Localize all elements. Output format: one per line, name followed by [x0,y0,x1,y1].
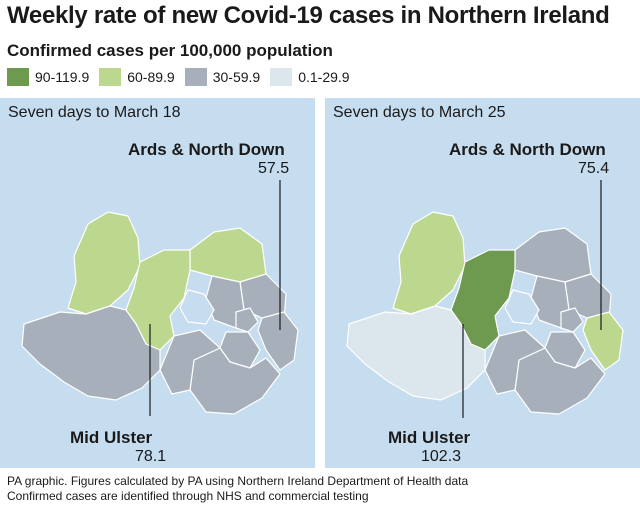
region-ards-north-down [257,311,299,371]
chart-subtitle: Confirmed cases per 100,000 population [7,41,333,60]
panel-title: Seven days to March 25 [333,104,506,121]
legend-item: 90-119.9 [7,68,89,86]
region-fermanagh-omagh [21,305,161,401]
legend-item: 60-89.9 [99,68,175,86]
callout-mid-ulster: Mid Ulster [388,428,471,447]
callout-mid-ulster: Mid Ulster [70,428,153,447]
footer-note: Confirmed cases are identified through N… [7,489,369,503]
region-armagh-banbridge-craigavon [484,329,546,395]
panel-title: Seven days to March 18 [8,104,181,121]
legend-item: 0.1-29.9 [270,68,350,86]
legend-label: 60-89.9 [127,69,175,85]
region-derry-strabane [67,211,141,315]
footer-source: PA graphic. Figures calculated by PA usi… [7,474,469,488]
legend-label: 30-59.9 [212,69,261,85]
legend-swatch [184,68,207,86]
map-northern-ireland-march-18 [21,180,299,416]
map-panel-march-18: Seven days to March 18 Ards & North Down… [0,98,315,468]
callout-ards-north-down-value: 75.4 [578,160,610,177]
callout-ards-north-down-value: 57.5 [258,160,290,177]
legend: 90-119.9 60-89.9 30-59.9 0.1-29.9 [7,67,360,87]
callout-ards-north-down: Ards & North Down [128,140,285,159]
region-armagh-banbridge-craigavon [159,329,221,395]
legend-swatch [270,68,293,86]
callout-mid-ulster-value: 78.1 [135,448,167,465]
region-belfast [235,307,259,333]
legend-item: 30-59.9 [184,68,261,86]
region-causeway-coast-glens [514,227,592,283]
map-panel-march-25: Seven days to March 25 Ards & North Down… [325,98,640,468]
legend-label: 0.1-29.9 [298,69,350,85]
region-newry-mourne-down [514,347,606,415]
region-fermanagh-omagh [346,305,486,401]
legend-swatch [7,68,29,86]
region-causeway-coast-glens [189,227,267,283]
lough-neagh [504,289,540,325]
legend-label: 90-119.9 [35,69,90,85]
region-belfast [560,307,584,333]
callout-ards-north-down: Ards & North Down [449,140,606,159]
callout-mid-ulster-value: 102.3 [421,448,462,465]
region-ards-north-down [582,311,624,371]
map-northern-ireland-march-25 [346,180,624,418]
region-newry-mourne-down [189,347,281,415]
chart-title: Weekly rate of new Covid-19 cases in Nor… [7,2,610,29]
lough-neagh [179,289,215,325]
region-derry-strabane [392,211,466,315]
legend-swatch [99,68,122,86]
footer-notes: PA graphic. Figures calculated by PA usi… [7,474,468,504]
